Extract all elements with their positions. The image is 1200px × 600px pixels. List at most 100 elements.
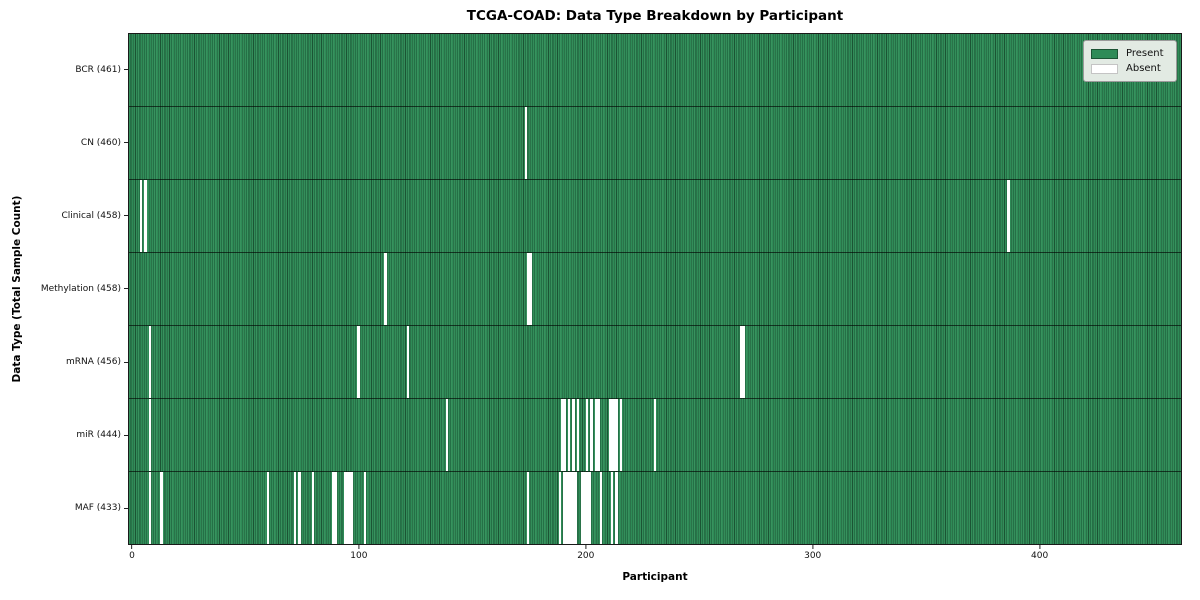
y-tick-mark — [124, 288, 128, 290]
x-tick-400: 400 — [1031, 545, 1048, 561]
x-tick-label: 200 — [577, 551, 595, 561]
absent-stripe — [588, 472, 591, 544]
absent-stripe — [597, 399, 600, 471]
absent-stripe — [581, 472, 584, 544]
absent-stripe — [311, 472, 315, 544]
y-tick-labels: BCR (461) CN (460) Clinical (458) Methylati… — [0, 33, 128, 545]
absent-stripe — [739, 326, 743, 398]
x-tick-labels: 0 100 200 300 400 — [128, 545, 1182, 571]
absent-stripe — [590, 399, 593, 471]
absent-stripe — [742, 326, 745, 398]
absent-stripe — [160, 472, 163, 544]
absent-stripe — [363, 472, 367, 544]
y-tick-mark — [124, 507, 128, 509]
legend-entry-absent: Absent — [1091, 61, 1169, 76]
y-tick-cell: miR (444) — [0, 399, 128, 472]
heatmap-row-mrna — [129, 326, 1181, 399]
absent-stripe — [619, 399, 623, 471]
absent-stripe — [384, 253, 387, 325]
y-tick-label-mir: miR (444) — [76, 430, 121, 441]
y-tick-mark — [124, 434, 128, 436]
absent-stripe — [561, 399, 564, 471]
absent-stripe — [567, 399, 571, 471]
heatmap-row-methylation — [129, 253, 1181, 326]
absent-stripe — [565, 472, 568, 544]
heatmap-row-bcr — [129, 34, 1181, 107]
absent-stripe — [572, 472, 575, 544]
absent-stripe — [357, 326, 360, 398]
heatmap-row-cn — [129, 107, 1181, 180]
x-tick-mark — [812, 545, 814, 549]
absent-stripe — [524, 107, 528, 179]
absent-stripe — [148, 399, 152, 471]
y-tick-mark — [124, 69, 128, 71]
x-tick-mark — [358, 545, 360, 549]
absent-stripe — [144, 180, 147, 252]
absent-stripe — [332, 472, 335, 544]
absent-stripe — [615, 472, 618, 544]
absent-stripe — [567, 472, 571, 544]
absent-stripe — [343, 472, 347, 544]
absent-stripe — [585, 399, 589, 471]
absent-stripe — [583, 472, 587, 544]
absent-stripe — [527, 253, 530, 325]
absent-stripe — [293, 472, 297, 544]
x-tick-label: 300 — [804, 551, 822, 561]
absent-stripe — [298, 472, 301, 544]
x-tick-mark — [585, 545, 587, 549]
absent-stripe — [615, 399, 618, 471]
heatmap-row-clinical — [129, 180, 1181, 253]
x-tick-mark — [1039, 545, 1041, 549]
absent-stripe — [610, 472, 614, 544]
x-tick-100: 100 — [350, 545, 367, 561]
absent-stripe — [266, 472, 270, 544]
legend-absent-label: Absent — [1126, 63, 1161, 74]
absent-stripe — [572, 399, 575, 471]
absent-stripe — [585, 472, 589, 544]
x-tick-mark — [131, 545, 133, 549]
absent-stripe — [527, 472, 530, 544]
legend-entry-present: Present — [1091, 46, 1169, 61]
y-tick-mark — [124, 361, 128, 363]
absent-stripe — [594, 399, 598, 471]
chart-title: TCGA-COAD: Data Type Breakdown by Partic… — [466, 8, 844, 24]
y-tick-cell: Methylation (458) — [0, 252, 128, 325]
x-tick-0: 0 — [129, 545, 135, 561]
absent-stripe — [348, 472, 351, 544]
y-tick-label-maf: MAF (433) — [74, 503, 121, 514]
absent-stripe — [139, 180, 143, 252]
x-tick-200: 200 — [577, 545, 594, 561]
heatmap-row-mir — [129, 399, 1181, 472]
y-tick-label-methylation: Methylation (458) — [40, 283, 121, 294]
y-tick-mark — [124, 142, 128, 144]
legend-present-label: Present — [1126, 48, 1164, 59]
absent-stripe — [610, 399, 614, 471]
x-tick-300: 300 — [804, 545, 821, 561]
absent-stripe — [563, 472, 566, 544]
y-tick-label-bcr: BCR (461) — [75, 64, 121, 75]
plot-area — [128, 33, 1182, 545]
absent-stripe — [613, 399, 616, 471]
absent-stripe — [445, 399, 448, 471]
absent-stripe — [599, 472, 602, 544]
absent-stripe — [558, 472, 562, 544]
absent-stripe — [148, 326, 152, 398]
absent-stripe — [529, 253, 532, 325]
y-tick-label-clinical: Clinical (458) — [61, 210, 121, 221]
y-tick-label-cn: CN (460) — [80, 137, 121, 148]
present-swatch-icon — [1091, 48, 1118, 59]
absent-stripe — [563, 399, 566, 471]
legend: Present Absent — [1083, 40, 1177, 82]
absent-stripe — [148, 472, 152, 544]
y-tick-cell: CN (460) — [0, 106, 128, 179]
absent-stripe — [576, 399, 580, 471]
absent-stripe — [653, 399, 657, 471]
y-tick-cell: BCR (461) — [0, 33, 128, 106]
x-tick-label: 400 — [1031, 551, 1049, 561]
heatmap-row-maf — [129, 472, 1181, 544]
absent-stripe — [574, 472, 578, 544]
y-tick-cell: Clinical (458) — [0, 179, 128, 252]
y-tick-mark — [124, 215, 128, 217]
x-tick-label: 100 — [350, 551, 368, 561]
